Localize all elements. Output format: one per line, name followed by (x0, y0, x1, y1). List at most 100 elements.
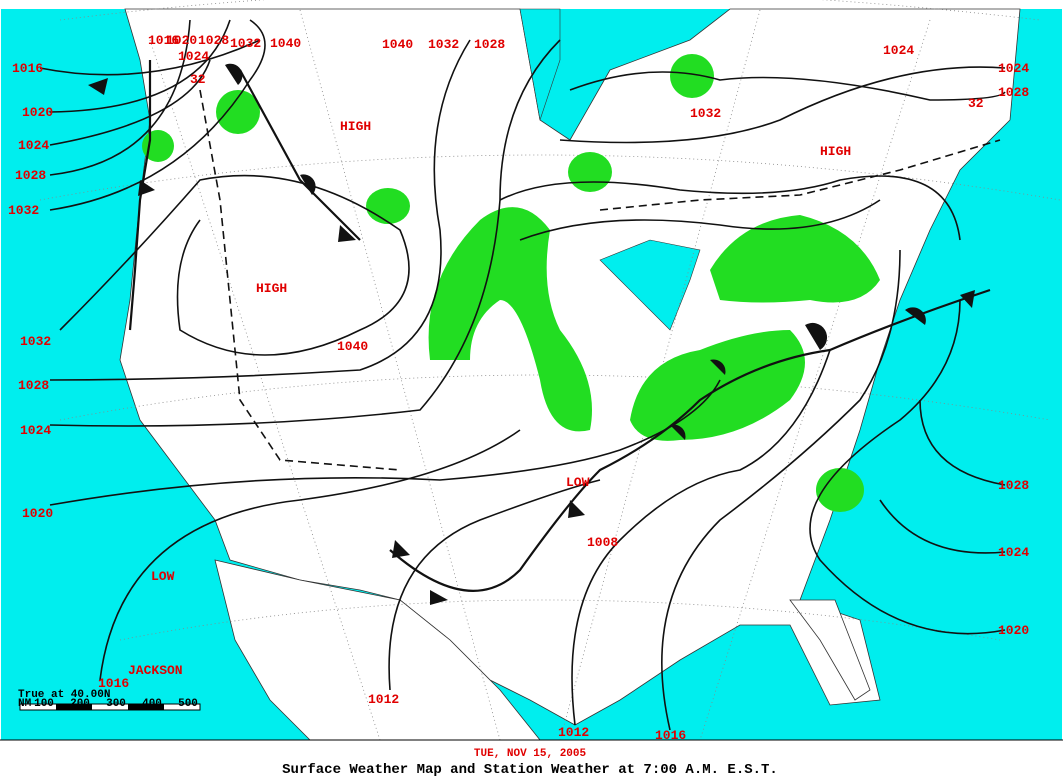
isobar-label: 1024 (998, 61, 1029, 76)
place-label: JACKSON (128, 663, 183, 678)
isobar-label: 1016 (98, 676, 129, 691)
isobar-label: 1028 (18, 378, 49, 393)
trough (199, 89, 401, 471)
precip-area (816, 468, 864, 512)
isobar-label: 1016 (655, 728, 686, 743)
graticule (39, 0, 1061, 741)
front-symbol (905, 307, 926, 325)
isobar (559, 66, 1006, 144)
scale-bar-frame (19, 703, 201, 711)
pressure-center-label: LOW (566, 475, 590, 490)
isobar (99, 429, 521, 681)
front-symbol (568, 500, 585, 518)
front-symbol (88, 78, 108, 95)
front-symbol (960, 290, 975, 308)
isobar-label: 1028 (198, 33, 229, 48)
precip-area (216, 90, 260, 134)
isobar-label: 1040 (382, 37, 413, 52)
isobar-label: 1016 (12, 61, 43, 76)
isobar-label: 1012 (368, 692, 399, 707)
front-symbol (392, 540, 410, 558)
isobar-label: 1008 (587, 535, 618, 550)
isobar (661, 249, 901, 731)
isobar-label: 1040 (270, 36, 301, 51)
isobar (571, 349, 831, 726)
front-symbol (670, 424, 686, 440)
isobar-label: 1024 (178, 49, 209, 64)
isobar-label: 1028 (15, 168, 46, 183)
isobar (499, 175, 961, 241)
isobar (49, 39, 471, 381)
front-symbol (338, 225, 356, 242)
isobar-label: 1032 (428, 37, 459, 52)
scale-mark: 500 (178, 698, 198, 710)
isobar-label: 1032 (230, 36, 261, 51)
isobar-label: 32 (968, 96, 984, 111)
occluded-front (239, 69, 361, 241)
isobar-label: 1024 (18, 138, 49, 153)
precip-area (568, 152, 612, 192)
isobar-label: 1028 (474, 37, 505, 52)
great-lakes (599, 239, 701, 331)
isobar-label: 1024 (998, 545, 1029, 560)
scale-segment (56, 704, 92, 710)
precip-area (428, 207, 592, 432)
isobar-label: 1028 (998, 85, 1029, 100)
isobar-label: 1032 (20, 334, 51, 349)
isobar (59, 174, 410, 356)
isobar-label: 1020 (22, 506, 53, 521)
isobar-label: 1024 (20, 423, 51, 438)
isobar-label: 1020 (166, 33, 197, 48)
mexico-land (214, 559, 541, 741)
front-symbol (300, 174, 316, 195)
isobar (49, 19, 266, 211)
isobar (388, 479, 601, 691)
isobar-label: 1012 (558, 725, 589, 740)
front-symbol (138, 180, 155, 196)
front-symbol (430, 590, 448, 605)
pressure-center-label: HIGH (340, 119, 371, 134)
isobar (49, 59, 211, 146)
cold-front (128, 60, 152, 331)
front-symbol (805, 322, 828, 350)
precip-area (710, 215, 880, 303)
scale-title: True at 40.00N (18, 689, 110, 701)
isobar-label: 1040 (337, 339, 368, 354)
trough (599, 139, 1001, 211)
isobar-label: 1032 (8, 203, 39, 218)
scale-mark: 100 (34, 698, 54, 710)
scale-mark: 300 (106, 698, 126, 710)
scale-unit: NM (18, 698, 32, 710)
scale-segment (128, 704, 164, 710)
scale-mark: 200 (70, 698, 90, 710)
isobar-label: 1020 (998, 623, 1029, 638)
isobar-label: 32 (190, 72, 206, 87)
scale-bar: True at 40.00N NM (18, 689, 201, 711)
isobar-label: 1020 (22, 105, 53, 120)
isobar-label: 1028 (998, 478, 1029, 493)
scale-mark: 400 (142, 698, 162, 710)
pressure-center-label: LOW (151, 569, 175, 584)
isobar (919, 399, 1006, 486)
isobar (519, 199, 881, 241)
isobar-label: 1024 (883, 43, 914, 58)
isobar (879, 499, 1006, 554)
front-symbol (225, 63, 243, 85)
isobar-label: 1016 (148, 33, 179, 48)
isobar-label: 1032 (690, 106, 721, 121)
florida (789, 599, 871, 701)
pressure-center-label: HIGH (256, 281, 287, 296)
precip-area (366, 188, 410, 224)
isobar (569, 71, 1006, 101)
latitude-line (119, 599, 1001, 641)
map-date: TUE, NOV 15, 2005 (474, 748, 587, 760)
isobar (809, 299, 1006, 635)
isobar (49, 39, 561, 427)
front-symbol (710, 359, 726, 375)
isobars (39, 19, 1006, 731)
precip-area (670, 54, 714, 98)
map-title: Surface Weather Map and Station Weather … (282, 762, 778, 778)
isobar (49, 19, 231, 113)
cold-front (389, 288, 991, 592)
